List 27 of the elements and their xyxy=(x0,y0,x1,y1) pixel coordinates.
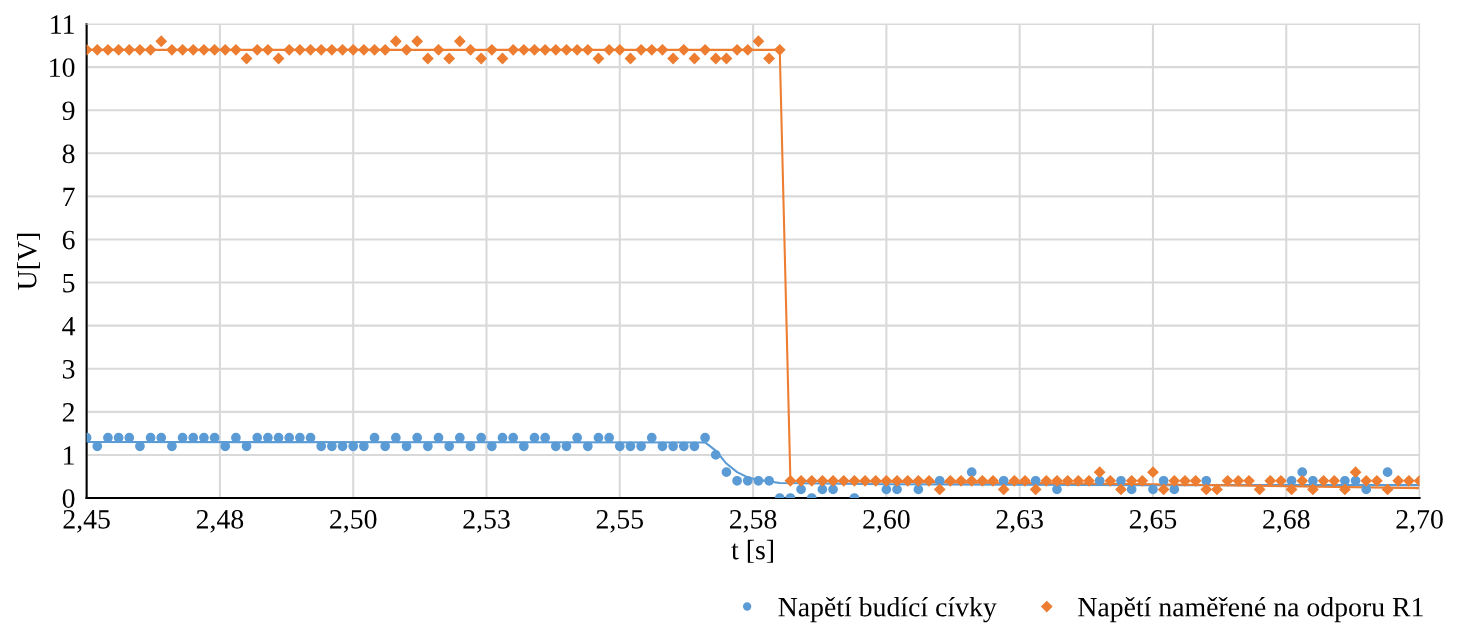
x-axis-title: t [s] xyxy=(731,539,774,563)
y-tick-label: 9 xyxy=(62,101,75,121)
x-tick-label: 2,45 xyxy=(63,510,110,533)
x-tick-label: 2,70 xyxy=(1396,509,1443,533)
x-tick-label: 2,58 xyxy=(730,509,777,533)
y-tick-label: 6 xyxy=(62,230,75,250)
x-tick-label: 2,48 xyxy=(196,509,244,533)
x-tick-label: 2,53 xyxy=(463,510,510,533)
x-tick-label: 2,55 xyxy=(596,510,644,533)
y-tick-label: 7 xyxy=(63,187,75,207)
y-tick-label: 5 xyxy=(63,274,75,293)
y-tick-label: 1 xyxy=(64,446,74,465)
x-tick-label: 2,65 xyxy=(1129,510,1177,533)
y-axis-title: U[V] xyxy=(16,233,40,290)
y-tick-label: 10 xyxy=(50,58,75,78)
y-tick-label: 2 xyxy=(62,403,74,422)
y-tick-label: 8 xyxy=(62,144,75,164)
y-tick-label: 4 xyxy=(62,317,76,336)
x-tick-label: 2,50 xyxy=(330,509,377,533)
legend-label: Napětí naměřené na odporu R1 xyxy=(1078,596,1423,623)
x-tick-label: 2,63 xyxy=(996,510,1043,533)
legend-label: Napětí budící cívky xyxy=(778,596,997,623)
y-tick-label: 0 xyxy=(62,489,75,508)
x-tick-label: 2,68 xyxy=(1263,509,1310,533)
x-tick-label: 2,60 xyxy=(863,509,910,533)
y-tick-label: 11 xyxy=(51,15,74,34)
y-tick-label: 3 xyxy=(62,359,75,379)
